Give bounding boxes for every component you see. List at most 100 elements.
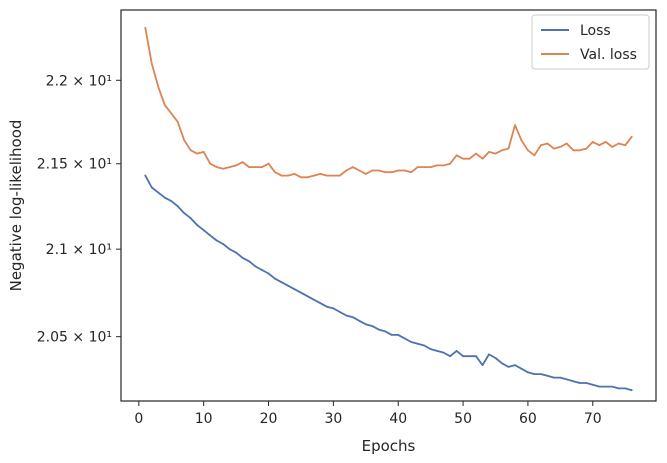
val-loss-point: [319, 173, 322, 175]
val-loss-point: [209, 162, 212, 165]
val-loss-point: [144, 26, 147, 29]
loss-point: [150, 186, 153, 189]
val-loss-point: [630, 135, 633, 138]
val-loss-point: [527, 149, 529, 152]
loss-point: [553, 376, 555, 379]
loss-point: [287, 284, 289, 287]
loss-point: [540, 373, 542, 375]
val-loss-point: [494, 152, 497, 155]
val-loss-point: [267, 162, 270, 165]
loss-point: [533, 373, 536, 375]
val-loss-point: [578, 149, 581, 152]
val-loss-point: [591, 141, 594, 143]
val-loss-point: [462, 157, 464, 160]
loss-point: [423, 344, 426, 347]
loss-point: [488, 353, 490, 356]
loss-point: [377, 328, 380, 331]
val-loss-point: [455, 154, 458, 157]
loss-point: [604, 385, 607, 388]
val-loss-point: [604, 141, 607, 143]
loss-point: [416, 342, 419, 345]
val-loss-point: [345, 169, 348, 172]
val-loss-point: [274, 171, 276, 174]
val-loss-point: [163, 104, 166, 106]
loss-point: [442, 351, 445, 354]
val-loss-point: [449, 162, 451, 165]
loss-point: [514, 364, 516, 366]
loss-point: [410, 341, 413, 343]
plot-frame: [120, 9, 657, 402]
val-loss-point: [351, 166, 354, 169]
loss-point: [189, 217, 192, 220]
val-loss-point: [364, 173, 367, 175]
val-loss-point: [559, 146, 562, 148]
x-axis-ticks: 0 10 20 30 40 50 60 70: [134, 401, 602, 427]
x-axis-label: Epochs: [362, 437, 416, 455]
val-loss-point: [326, 174, 328, 177]
loss-point: [157, 191, 160, 194]
legend: Loss Val. loss: [531, 14, 650, 70]
x-tick-label: 40: [389, 411, 407, 427]
loss-point: [403, 337, 406, 340]
loss-point: [332, 307, 335, 310]
val-loss-point: [196, 152, 199, 155]
x-tick-label: 10: [195, 411, 213, 427]
val-loss-point: [553, 147, 555, 150]
loss-point: [630, 389, 633, 392]
val-loss-point: [585, 147, 588, 150]
loss-point: [611, 385, 614, 388]
val-loss-point: [514, 124, 516, 126]
val-loss-point: [611, 146, 614, 148]
val-loss-point: [254, 166, 257, 169]
val-loss-point: [241, 161, 244, 164]
val-loss-point: [572, 149, 575, 152]
loss-point: [501, 362, 503, 365]
val-loss-point: [416, 166, 419, 169]
loss-point: [248, 260, 251, 263]
loss-point: [267, 272, 270, 275]
loss-point: [468, 355, 471, 358]
x-tick-label: 60: [519, 411, 537, 427]
loss-point: [351, 316, 354, 319]
loss-point: [313, 298, 315, 301]
loss-point: [183, 212, 186, 215]
val-loss-point: [475, 152, 477, 155]
plot-area: [144, 26, 633, 392]
loss-point: [546, 374, 549, 377]
val-loss-point: [235, 164, 238, 167]
val-loss-point: [403, 169, 406, 172]
loss-point: [222, 243, 225, 245]
legend-loss-label: Loss: [580, 23, 611, 39]
loss-point: [559, 376, 562, 379]
y-tick-label: 2.05 × 10¹: [37, 330, 112, 346]
loss-point: [585, 382, 588, 384]
loss-point: [449, 355, 451, 358]
val-loss-point: [481, 157, 484, 160]
loss-point: [462, 355, 464, 358]
loss-line: [144, 174, 633, 392]
loss-point: [144, 174, 147, 177]
loss-point: [624, 387, 627, 390]
x-tick-label: 70: [584, 411, 602, 427]
loss-point: [215, 239, 218, 242]
val-loss-point: [300, 176, 302, 179]
loss-point: [163, 196, 166, 199]
loss-point: [345, 314, 348, 317]
loss-point: [617, 387, 620, 390]
val-loss-point: [390, 171, 393, 174]
val-loss-point: [617, 142, 620, 145]
loss-point: [209, 234, 212, 237]
val-loss-point: [150, 62, 153, 65]
val-loss-point: [533, 154, 536, 157]
loss-point: [196, 224, 199, 227]
loss-point: [339, 311, 341, 313]
loss-point: [254, 265, 257, 268]
val-loss-point: [261, 166, 263, 169]
val-loss-point: [280, 174, 283, 177]
val-loss-point: [332, 174, 335, 177]
val-loss-point: [624, 144, 627, 147]
val-loss-point: [248, 166, 251, 169]
val-loss-point: [546, 142, 549, 145]
